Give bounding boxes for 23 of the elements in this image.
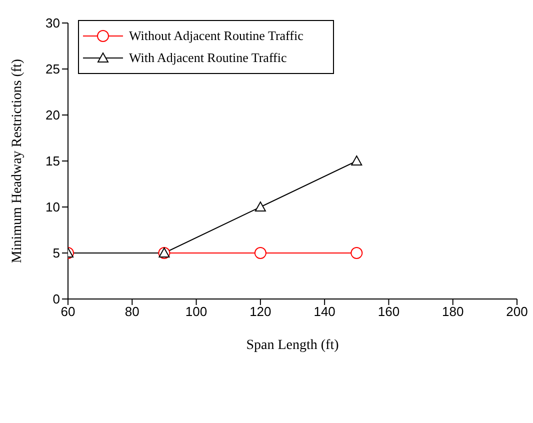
- legend-label: With Adjacent Routine Traffic: [128, 49, 288, 67]
- y-tick-label: 0: [52, 292, 60, 307]
- x-tick-label: 180: [442, 304, 464, 320]
- x-tick-label: 60: [60, 304, 76, 320]
- x-axis-title: Span Length (ft): [246, 338, 340, 353]
- y-tick-label: 20: [46, 108, 60, 123]
- y-tick-label: 5: [52, 246, 60, 261]
- x-tick-label: 80: [124, 304, 140, 320]
- x-tick-label: 120: [250, 304, 272, 320]
- y-tick-label: 10: [46, 200, 60, 215]
- x-tick-label: 140: [314, 304, 336, 320]
- point: [351, 156, 362, 166]
- legend-label: Without Adjacent Routine Traffic: [128, 27, 304, 45]
- y-axis-title: Minimum Headway Restrictions (ft): [10, 58, 25, 264]
- point: [254, 247, 266, 259]
- x-tick-label: 200: [506, 304, 528, 320]
- y-tick-label: 15: [46, 154, 60, 169]
- point: [350, 247, 363, 259]
- point: [254, 202, 266, 212]
- x-tick-label: 100: [185, 304, 208, 320]
- x-tick-label: 160: [378, 304, 400, 320]
- y-tick-label: 30: [46, 16, 60, 31]
- y-tick-label: 25: [46, 62, 60, 77]
